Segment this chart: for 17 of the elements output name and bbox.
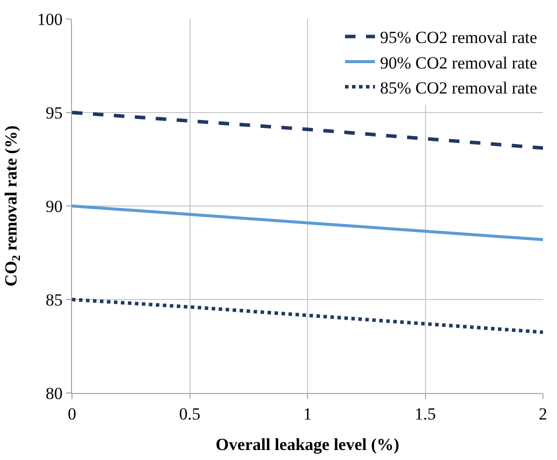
legend-label: 95% CO2 removal rate xyxy=(380,28,538,48)
x-tick-label: 2 xyxy=(538,404,548,424)
y-tick-label: 95 xyxy=(46,103,63,122)
legend-label: 90% CO2 removal rate xyxy=(380,53,538,72)
y-tick-label: 85 xyxy=(46,290,63,310)
line-series xyxy=(72,204,543,242)
y-tick-label: 90 xyxy=(46,196,63,216)
x-tick-label: 1 xyxy=(303,404,312,424)
legend-label: 85% CO2 removal rate xyxy=(380,78,538,98)
x-axis-title: Overall leakage level (%) xyxy=(216,434,400,454)
x-tick-label: 0 xyxy=(68,404,76,424)
x-tick-label: 0.5 xyxy=(179,404,200,424)
y-tick-label: 100 xyxy=(37,10,63,29)
line-series xyxy=(72,110,543,150)
y-tick-label: 80 xyxy=(46,384,63,403)
x-tick-label: 1.5 xyxy=(414,404,436,424)
line-series xyxy=(72,298,543,334)
